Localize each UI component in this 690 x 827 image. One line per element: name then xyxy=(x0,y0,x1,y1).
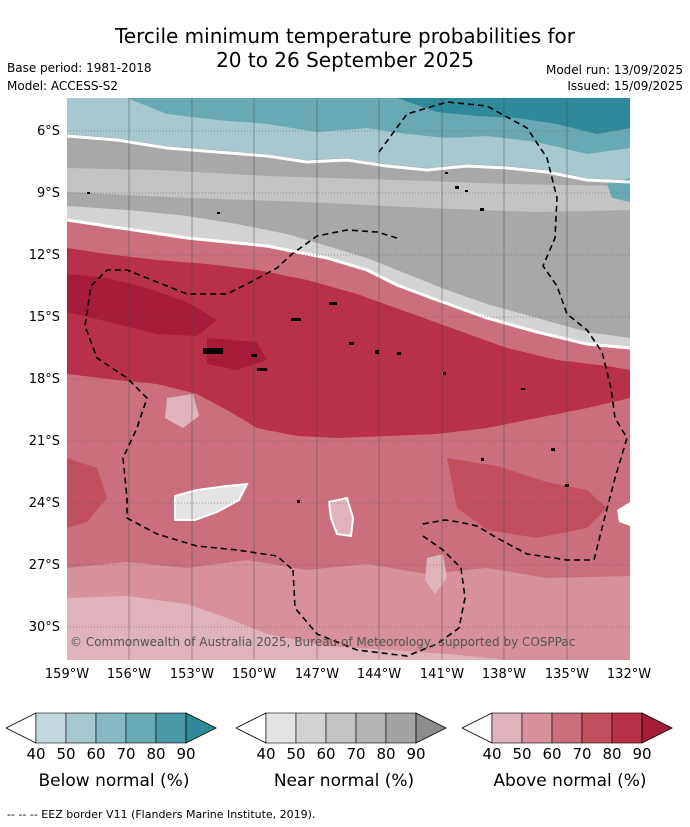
above-normal-80 xyxy=(67,248,630,438)
colorbar-above-normal xyxy=(462,712,673,744)
colorbar-title-below-normal: Below normal (%) xyxy=(38,771,190,791)
colorbar-arrow-low xyxy=(462,712,493,744)
colorbar-arrow-low xyxy=(236,712,267,744)
near-normal-light xyxy=(67,206,630,348)
lat-label-12s: 12°S xyxy=(28,248,60,263)
above-normal-light-patch-3 xyxy=(165,394,199,428)
lat-label-15s: 15°S xyxy=(28,310,60,325)
colorbar-tick-label: 80 xyxy=(602,745,622,763)
above-normal-90-west xyxy=(67,274,217,336)
lon-label-144w: 144°W xyxy=(356,667,402,682)
colorbar-near-normal xyxy=(236,712,447,744)
mid-white-contour xyxy=(67,218,630,350)
lon-label-141w: 141°W xyxy=(419,667,465,682)
lon-label-153w: 153°W xyxy=(169,667,215,682)
colorbar-arrow-high xyxy=(185,712,217,744)
lon-label-138w: 138°W xyxy=(481,667,527,682)
model-name: Model: ACCESS-S2 xyxy=(7,79,119,93)
eez-borders xyxy=(84,101,628,657)
colorbar-tick-label: 70 xyxy=(572,745,592,763)
colorbar-segment xyxy=(491,712,523,744)
lon-label-135w: 135°W xyxy=(544,667,590,682)
near-normal-east-notch xyxy=(617,502,630,526)
colorbar-arrow-low xyxy=(6,712,37,744)
lat-label-18s: 18°S xyxy=(28,372,60,387)
colorbar-segment xyxy=(325,712,357,744)
colorbar-tick-label: 50 xyxy=(286,745,306,763)
colorbar-segment xyxy=(295,712,327,744)
north-white-contour xyxy=(67,134,630,184)
colorbar-tick-label: 50 xyxy=(512,745,532,763)
above-normal-90-center xyxy=(207,338,267,370)
above-normal-70-southwest xyxy=(67,458,107,528)
lon-label-132w: 132°W xyxy=(606,667,652,682)
lon-label-147w: 147°W xyxy=(294,667,340,682)
lat-label-21s: 21°S xyxy=(28,434,60,449)
lat-label-6s: 6°S xyxy=(36,124,60,139)
eez-line-south xyxy=(292,535,466,657)
below-normal-east xyxy=(607,178,630,202)
lon-label-159w: 159°W xyxy=(44,667,90,682)
colorbar-segment xyxy=(265,712,297,744)
above-normal-light-patch-4 xyxy=(93,598,119,618)
colorbar-segment xyxy=(65,712,97,744)
colorbar-tick-label: 60 xyxy=(86,745,106,763)
near-normal-strip xyxy=(67,168,630,212)
colorbar-tick-label: 80 xyxy=(376,745,396,763)
graticule xyxy=(67,130,630,628)
colorbar-segment xyxy=(385,712,417,744)
model-run: Model run: 13/09/2025 xyxy=(545,63,683,77)
below-normal-strong xyxy=(397,98,630,134)
colorbar-segment xyxy=(611,712,643,744)
colorbar-tick-label: 50 xyxy=(56,745,76,763)
lon-label-156w: 156°W xyxy=(106,667,152,682)
colorbar-tick-label: 90 xyxy=(632,745,652,763)
colorbar-segment xyxy=(581,712,613,744)
lon-label-150w: 150°W xyxy=(231,667,277,682)
above-normal-light-patch-1 xyxy=(327,496,355,538)
colorbar-segment xyxy=(355,712,387,744)
lat-label-24s: 24°S xyxy=(28,496,60,511)
base-period: Base period: 1981-2018 xyxy=(7,61,152,75)
colorbar-arrow-high xyxy=(641,712,673,744)
near-normal-patch-south xyxy=(174,482,249,521)
colorbar-segment xyxy=(155,712,187,744)
eez-footnote: -- -- -- EEZ border V11 (Flanders Marine… xyxy=(7,808,316,821)
eez-line-center xyxy=(84,229,398,571)
colorbar-tick-label: 80 xyxy=(146,745,166,763)
colorbar-arrow-high xyxy=(415,712,447,744)
colorbar-title-above-normal: Above normal (%) xyxy=(493,771,647,791)
issued-date: Issued: 15/09/2025 xyxy=(567,79,683,93)
lat-label-30s: 30°S xyxy=(28,620,60,635)
colorbar-segment xyxy=(35,712,67,744)
above-normal-light-patch-2 xyxy=(425,554,447,594)
colorbar-segment xyxy=(125,712,157,744)
above-normal-40-southwest xyxy=(67,596,507,660)
colorbar-title-near-normal: Near normal (%) xyxy=(273,771,415,791)
colorbar-tick-label: 60 xyxy=(542,745,562,763)
colorbar-segment xyxy=(551,712,583,744)
lat-label-9s: 9°S xyxy=(36,186,60,201)
meridians xyxy=(128,98,568,660)
colorbar-tick-label: 70 xyxy=(116,745,136,763)
colorbar-tick-label: 90 xyxy=(406,745,426,763)
colorbar-tick-label: 40 xyxy=(256,745,276,763)
colorbar-tick-label: 40 xyxy=(26,745,46,763)
islands xyxy=(87,172,569,503)
colorbar-below-normal xyxy=(6,712,217,744)
map-title-line-2: 20 to 26 September 2025 xyxy=(216,48,474,72)
colorbar-tick-label: 40 xyxy=(482,745,502,763)
lat-label-27s: 27°S xyxy=(28,558,60,573)
colorbar-segment xyxy=(521,712,553,744)
colorbar-tick-label: 90 xyxy=(176,745,196,763)
copyright-notice: © Commonwealth of Australia 2025, Bureau… xyxy=(70,635,575,649)
colorbar-tick-label: 60 xyxy=(316,745,336,763)
colorbar-tick-label: 70 xyxy=(346,745,366,763)
colorbar-segment xyxy=(95,712,127,744)
probability-map: © Commonwealth of Australia 2025, Bureau… xyxy=(67,98,630,660)
eez-line-north xyxy=(378,101,628,561)
map-title-line-1: Tercile minimum temperature probabilitie… xyxy=(114,24,576,48)
